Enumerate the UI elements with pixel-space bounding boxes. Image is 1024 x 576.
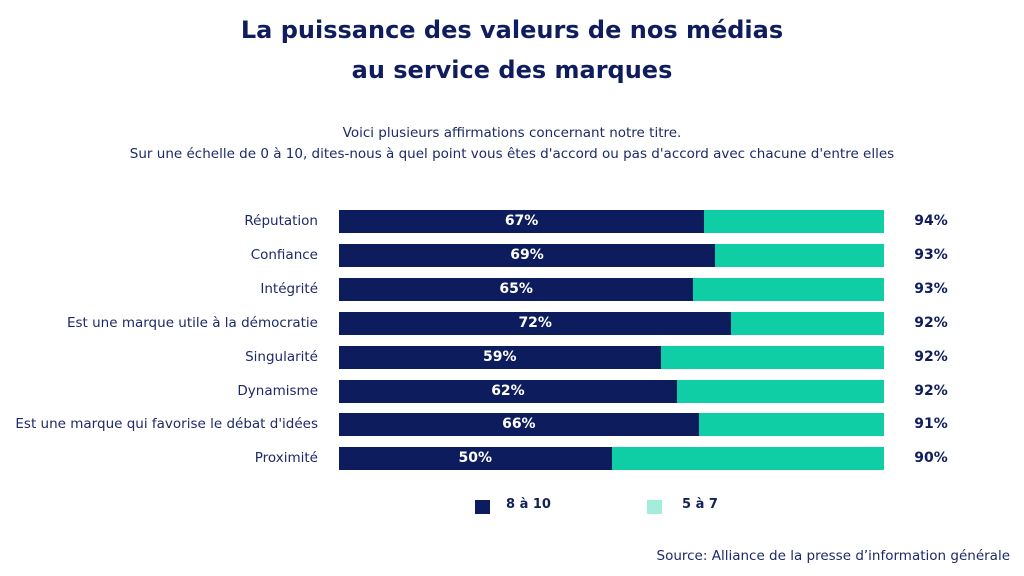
bar-8-10 xyxy=(339,345,661,369)
data-label-8-10: 59% xyxy=(483,348,517,365)
total-label: 92% xyxy=(914,348,948,365)
category-label: Réputation xyxy=(244,213,318,229)
bar-8-10 xyxy=(339,413,699,437)
total-label: 93% xyxy=(914,246,948,263)
bar-8-10 xyxy=(339,210,705,233)
legend-swatch-5-7 xyxy=(647,500,662,514)
total-label: 92% xyxy=(914,314,948,331)
chart-title-line-2: au service des marques xyxy=(351,56,673,84)
category-label: Est une marque utile à la démocratie xyxy=(66,314,318,331)
legend-swatch-8-10 xyxy=(475,500,490,514)
total-label: 93% xyxy=(914,280,948,297)
chart-title-line-1: La puissance des valeurs de nos médias xyxy=(240,16,784,44)
data-label-8-10: 66% xyxy=(502,416,536,433)
total-label: 90% xyxy=(914,450,948,467)
bar-8-10 xyxy=(339,311,732,335)
data-label-8-10: 72% xyxy=(518,314,552,331)
legend-label-5-7: 5 à 7 xyxy=(682,497,718,512)
source-note: Source: Alliance de la presse d’informat… xyxy=(656,548,1011,564)
chart-subtitle-line-1: Voici plusieurs affirmations concernant … xyxy=(342,125,682,141)
category-label: Confiance xyxy=(250,246,318,263)
bar-8-10 xyxy=(339,447,612,471)
category-label: Est une marque qui favorise le débat d'i… xyxy=(15,416,318,433)
category-label: Intégrité xyxy=(260,280,318,297)
bar-8-10 xyxy=(339,243,716,267)
data-label-8-10: 50% xyxy=(458,450,492,467)
data-label-8-10: 62% xyxy=(491,382,525,399)
data-label-8-10: 65% xyxy=(499,280,533,297)
total-label: 91% xyxy=(914,416,948,433)
category-label: Proximité xyxy=(254,450,318,467)
bar-8-10 xyxy=(339,277,694,301)
category-label: Singularité xyxy=(245,348,318,365)
bar-8-10 xyxy=(339,379,677,403)
data-label-8-10: 67% xyxy=(504,213,539,229)
legend-label-8-10: 8 à 10 xyxy=(506,497,551,512)
total-label: 92% xyxy=(914,382,948,399)
total-label: 94% xyxy=(914,213,948,229)
category-label: Dynamisme xyxy=(237,382,318,399)
chart-subtitle-line-2: Sur une échelle de 0 à 10, dites-nous à … xyxy=(129,146,895,162)
data-label-8-10: 69% xyxy=(510,246,544,263)
